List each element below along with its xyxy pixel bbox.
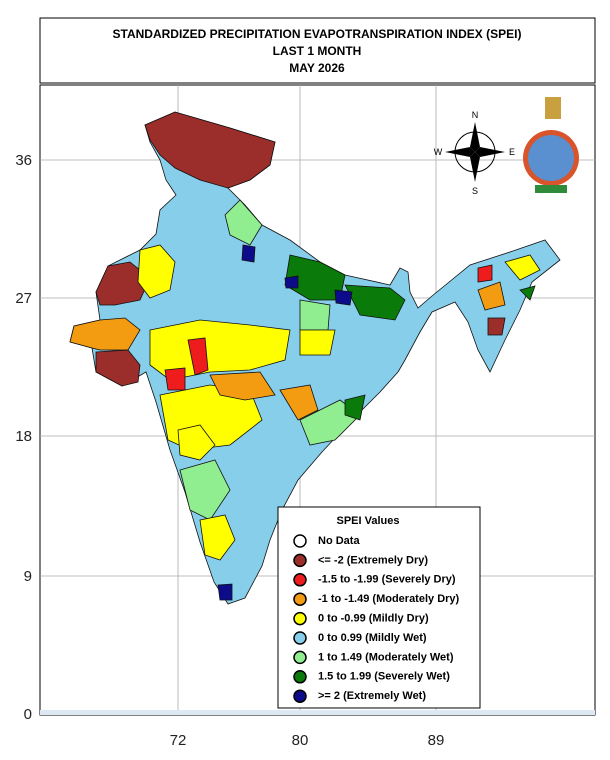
legend-swatch	[293, 553, 307, 568]
region	[299, 299, 331, 331]
logos	[523, 97, 579, 193]
legend-label: No Data	[318, 535, 360, 547]
region	[284, 275, 299, 289]
title-line: STANDARDIZED PRECIPITATION EVAPOTRANSPIR…	[113, 27, 522, 41]
region	[241, 244, 256, 263]
legend-label: 1 to 1.49 (Moderately Wet)	[318, 651, 454, 663]
region	[344, 284, 406, 321]
region	[95, 349, 141, 387]
region	[334, 289, 353, 306]
legend-label: 1.5 to 1.99 (Severely Wet)	[318, 671, 450, 683]
legend-box	[277, 506, 481, 709]
region	[299, 329, 336, 356]
legend-swatch	[293, 689, 307, 703]
legend-swatch	[293, 631, 307, 645]
legend-swatch	[293, 670, 307, 684]
y-tick-label: 9	[24, 568, 32, 585]
region	[344, 394, 366, 421]
legend-label: <= -2 (Extremely Dry)	[318, 554, 428, 566]
legend-title: SPEI Values	[337, 515, 400, 527]
region	[504, 254, 541, 281]
legend-label: 0 to -0.99 (Mildly Dry)	[318, 613, 429, 625]
legend-swatch	[293, 592, 307, 606]
region	[149, 319, 291, 381]
title-line: MAY 2026	[289, 61, 345, 75]
y-tick-label: 36	[15, 152, 32, 169]
sea-strip	[40, 710, 595, 715]
compass: N S E W	[434, 110, 515, 196]
legend-label: >= 2 (Extremely Wet)	[318, 690, 426, 702]
legend-swatch	[293, 573, 307, 587]
region	[224, 199, 263, 246]
region	[519, 285, 536, 301]
region	[177, 424, 216, 461]
region	[187, 337, 209, 376]
x-tick-label: 72	[170, 732, 187, 749]
compass-n: N	[472, 110, 479, 120]
region	[199, 514, 236, 561]
legend-label: -1 to -1.49 (Moderately Dry)	[318, 593, 460, 605]
region	[217, 583, 233, 601]
region	[477, 264, 493, 283]
region	[179, 459, 231, 521]
title-box	[39, 17, 596, 84]
compass-w: W	[434, 147, 443, 157]
legend-label: -1.5 to -1.99 (Severely Dry)	[318, 574, 456, 586]
region	[477, 281, 506, 311]
y-tick-label: 18	[15, 428, 32, 445]
legend-label: 0 to 0.99 (Mildly Wet)	[318, 632, 427, 644]
y-tick-label: 0	[24, 706, 32, 723]
legend-swatch	[293, 534, 307, 548]
region	[144, 111, 276, 189]
compass-s: S	[472, 186, 478, 196]
legend-swatch	[293, 650, 307, 665]
region	[487, 317, 506, 336]
region	[279, 384, 319, 421]
title-line: LAST 1 MONTH	[273, 44, 362, 58]
region	[164, 367, 186, 391]
region	[137, 244, 176, 299]
india-map	[69, 111, 561, 605]
x-tick-label: 80	[292, 732, 309, 749]
x-tick-label: 89	[428, 732, 445, 749]
region	[209, 371, 276, 401]
y-tick-label: 27	[15, 290, 32, 307]
legend-swatch	[293, 611, 307, 626]
legend: SPEI Values No Data <= -2 (Extremely Dry)…	[293, 515, 460, 703]
compass-e: E	[509, 147, 515, 157]
